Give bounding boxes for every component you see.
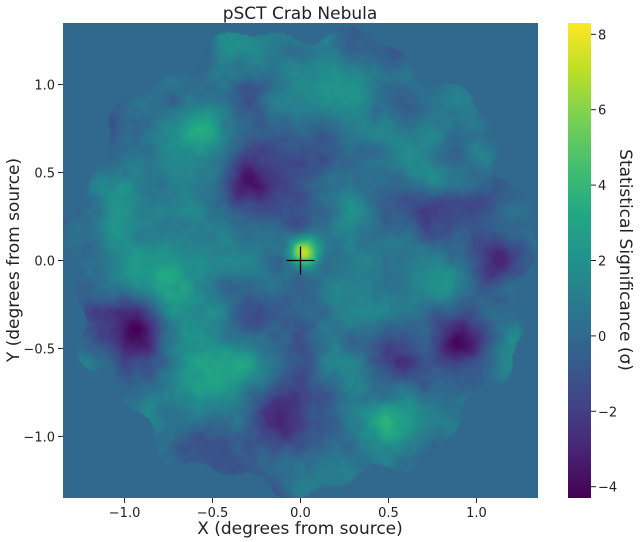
x-tick-label: −0.5 xyxy=(197,506,229,521)
x-axis-ticks: −1.0 −0.5 0.0 0.5 1.0 xyxy=(109,498,487,521)
colorbar-tick-label: 0 xyxy=(598,330,606,345)
colorbar-label: Statistical Significance (σ) xyxy=(615,149,635,371)
colorbar-ticks: 8 6 4 2 0 −2 −4 xyxy=(591,28,617,496)
y-tick-label: −0.5 xyxy=(23,342,55,357)
chart-title: pSCT Crab Nebula xyxy=(223,4,378,24)
x-axis-label: X (degrees from source) xyxy=(197,519,403,539)
colorbar-tick-label: −4 xyxy=(598,481,617,496)
y-tick-label: 0.0 xyxy=(34,255,55,270)
watermark-text: 头条 @搜狐 xyxy=(545,515,626,531)
x-tick-label: −1.0 xyxy=(109,506,141,521)
x-tick-label: 0.0 xyxy=(290,506,311,521)
x-tick-label: 1.0 xyxy=(466,506,487,521)
colorbar-tick-label: 2 xyxy=(598,255,606,270)
colorbar-tick-label: 8 xyxy=(598,28,606,43)
y-tick-label: −1.0 xyxy=(23,430,55,445)
y-axis-ticks: 1.0 0.5 0.0 −0.5 −1.0 xyxy=(23,79,63,445)
source-marker xyxy=(286,246,315,275)
colorbar xyxy=(568,23,591,498)
y-tick-label: 1.0 xyxy=(34,79,55,94)
colorbar-tick-label: 4 xyxy=(598,179,606,194)
y-tick-label: 0.5 xyxy=(34,167,55,182)
x-tick-label: 0.5 xyxy=(378,506,399,521)
colorbar-tick-label: −2 xyxy=(598,405,617,420)
colorbar-tick-label: 6 xyxy=(598,104,606,119)
y-axis-label: Y (degrees from source) xyxy=(4,158,24,363)
